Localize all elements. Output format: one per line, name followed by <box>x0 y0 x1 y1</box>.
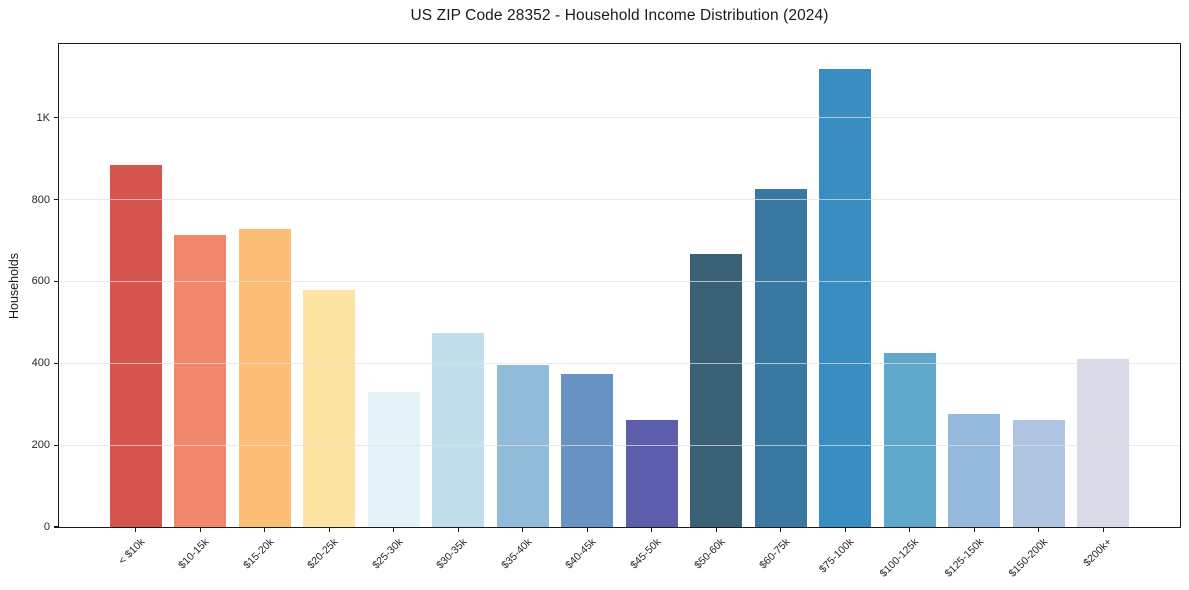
x-tick-mark <box>909 527 911 532</box>
bar-75-100k <box>819 68 872 527</box>
x-tick-mark <box>328 527 330 532</box>
x-tick-mark <box>1102 527 1104 532</box>
bar-10-15k <box>174 235 227 527</box>
bar-200k <box>1077 359 1130 527</box>
bar-50-60k <box>690 253 743 527</box>
x-tick-label: $25-30k <box>369 536 406 572</box>
x-tick-label: $75-100k <box>817 536 857 576</box>
x-tick-label: $35-40k <box>498 536 535 572</box>
bar-40-45k <box>561 373 614 527</box>
y-tick-mark <box>53 362 58 364</box>
chart-title: US ZIP Code 28352 - Household Income Dis… <box>410 7 829 24</box>
x-tick-label: $60-75k <box>756 536 793 572</box>
y-tick-mark <box>53 198 58 201</box>
y-axis-label: Households <box>2 43 26 528</box>
bar-35-40k <box>496 365 549 527</box>
gridline-400 <box>59 362 1180 364</box>
bar-25-30k <box>367 391 420 527</box>
plot-area: < $10k $10-15k $15-20k $20-25k $25-30k $30-35… <box>32 43 1181 580</box>
y-axis-label-text: Households <box>7 252 22 319</box>
x-tick-label: $30-35k <box>434 536 470 572</box>
y-tick-label: 0 <box>43 521 50 533</box>
bar-15-20k <box>238 229 291 527</box>
gridline-200 <box>59 444 1180 446</box>
x-tick-label: $45-50k <box>627 536 664 572</box>
y-tick-mark <box>53 526 58 528</box>
x-tick-mark <box>457 527 459 532</box>
x-tick-label: $20-25k <box>305 536 341 572</box>
y-tick-label: 600 <box>31 275 50 288</box>
x-tick-label: $150-200k <box>1006 536 1051 580</box>
x-tick-label: $15-20k <box>240 536 277 572</box>
bar-100-125k <box>883 353 936 527</box>
bar-30-35k <box>432 333 485 527</box>
x-tick-mark <box>651 527 653 532</box>
gridline-600 <box>59 280 1180 282</box>
y-tick-label: 400 <box>31 357 50 370</box>
x-tick-label: < $10k <box>116 536 148 567</box>
bar-60-75k <box>754 188 807 527</box>
x-tick-label: $125-150k <box>942 536 986 580</box>
x-tick-label: $100-125k <box>877 536 922 580</box>
y-tick-label: 200 <box>31 439 50 452</box>
x-tick-mark <box>199 527 201 532</box>
x-tick-mark <box>1038 527 1040 532</box>
x-tick-mark <box>522 527 524 532</box>
x-tick-mark <box>715 527 717 532</box>
x-tick-label: $40-45k <box>563 536 599 572</box>
y-tick-mark <box>53 117 58 119</box>
x-tick-mark <box>393 527 395 532</box>
bar-45-50k <box>625 419 678 527</box>
x-tick-mark <box>780 527 782 532</box>
x-tick-mark <box>844 527 846 532</box>
gridline-800 <box>59 199 1180 201</box>
x-tick-label: $200k+ <box>1081 536 1115 570</box>
x-tick-mark <box>973 527 975 532</box>
x-tick-mark <box>264 527 266 532</box>
y-tick-label: 800 <box>31 193 50 206</box>
x-tick-label: $10-15k <box>176 536 212 572</box>
y-tick-mark <box>53 444 58 446</box>
bar-20-25k <box>303 289 356 527</box>
bar-150-200k <box>1012 419 1065 527</box>
bar-125-150k <box>948 414 1001 527</box>
y-tick-label: 1K <box>36 111 50 124</box>
y-tick-mark <box>53 280 58 282</box>
gridline-1K <box>59 117 1180 119</box>
x-tick-mark <box>586 527 588 532</box>
x-tick-mark <box>135 527 137 532</box>
x-tick-label: $50-60k <box>692 536 728 572</box>
bar-10k <box>109 164 162 527</box>
